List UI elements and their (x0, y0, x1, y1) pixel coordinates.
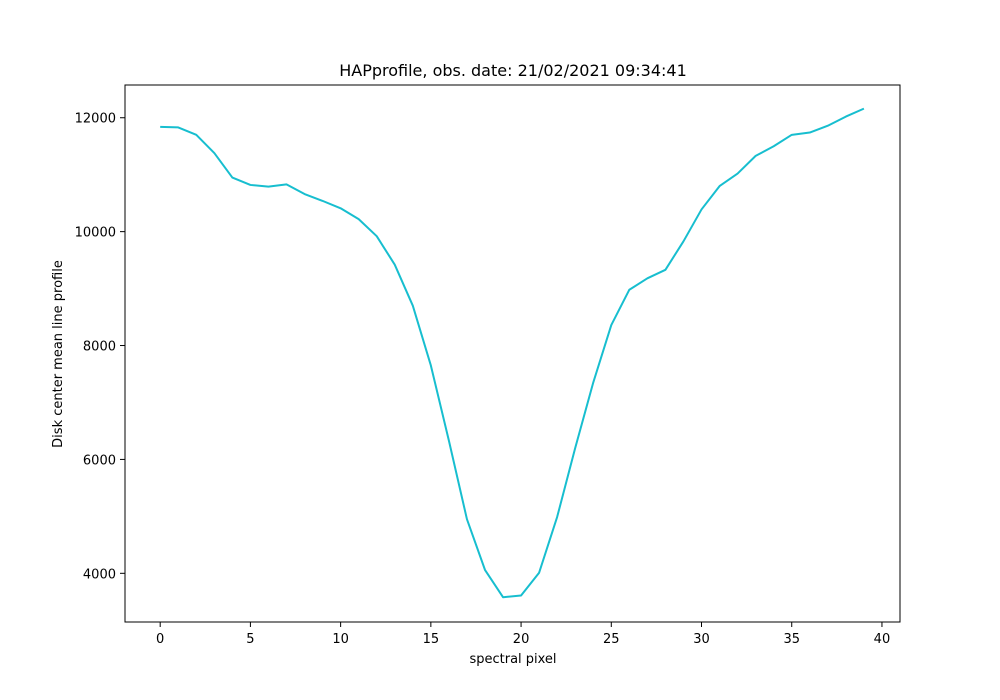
y-tick-label-4000: 4000 (83, 567, 116, 582)
x-tick-label-30: 30 (693, 632, 710, 647)
x-tick-label-15: 15 (423, 632, 440, 647)
y-tick-label-8000: 8000 (83, 340, 116, 355)
x-tick-label-10: 10 (332, 632, 349, 647)
plot-area: 0 5 10 15 20 25 30 35 40 4000 6000 8000 10000 12000 (75, 84, 901, 647)
x-tick-label-35: 35 (783, 632, 800, 647)
y-axis-label: Disk center mean line profile (51, 260, 66, 448)
x-tick-label-20: 20 (513, 632, 530, 647)
y-tick-label-6000: 6000 (83, 453, 116, 468)
axes-frame (124, 84, 901, 623)
x-tick-label-40: 40 (874, 632, 891, 647)
x-tick-label-0: 0 (156, 632, 164, 647)
x-tick-label-25: 25 (603, 632, 620, 647)
chart-title: HAPprofile, obs. date: 21/02/2021 09:34:… (339, 61, 687, 80)
y-tick-label-10000: 10000 (75, 226, 116, 241)
series-line-0 (160, 107, 865, 599)
x-tick-label-5: 5 (246, 632, 254, 647)
y-tick-label-12000: 12000 (75, 112, 116, 127)
x-axis-label: spectral pixel (469, 652, 556, 667)
